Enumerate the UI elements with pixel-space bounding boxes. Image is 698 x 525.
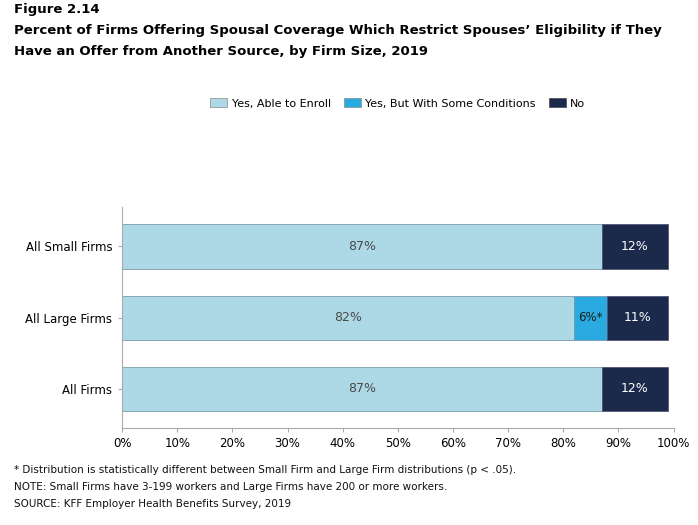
Text: Figure 2.14: Figure 2.14 <box>14 3 100 16</box>
Text: 82%: 82% <box>334 311 362 324</box>
Bar <box>602 225 668 269</box>
Text: 87%: 87% <box>348 240 376 253</box>
Bar <box>574 296 607 340</box>
Bar <box>122 366 602 411</box>
Text: 11%: 11% <box>624 311 652 324</box>
Text: 12%: 12% <box>621 240 649 253</box>
Text: SOURCE: KFF Employer Health Benefits Survey, 2019: SOURCE: KFF Employer Health Benefits Sur… <box>14 499 291 509</box>
Text: 12%: 12% <box>621 382 649 395</box>
Bar <box>122 225 602 269</box>
Text: 87%: 87% <box>348 382 376 395</box>
Legend: Yes, Able to Enroll, Yes, But With Some Conditions, No: Yes, Able to Enroll, Yes, But With Some … <box>211 98 585 109</box>
Bar <box>122 296 574 340</box>
Bar <box>602 366 668 411</box>
Bar <box>607 296 668 340</box>
Text: NOTE: Small Firms have 3-199 workers and Large Firms have 200 or more workers.: NOTE: Small Firms have 3-199 workers and… <box>14 482 447 492</box>
Text: Have an Offer from Another Source, by Firm Size, 2019: Have an Offer from Another Source, by Fi… <box>14 45 428 58</box>
Text: * Distribution is statistically different between Small Firm and Large Firm dist: * Distribution is statistically differen… <box>14 465 516 475</box>
Text: 6%*: 6%* <box>579 311 603 324</box>
Text: Percent of Firms Offering Spousal Coverage Which Restrict Spouses’ Eligibility i: Percent of Firms Offering Spousal Covera… <box>14 24 662 37</box>
